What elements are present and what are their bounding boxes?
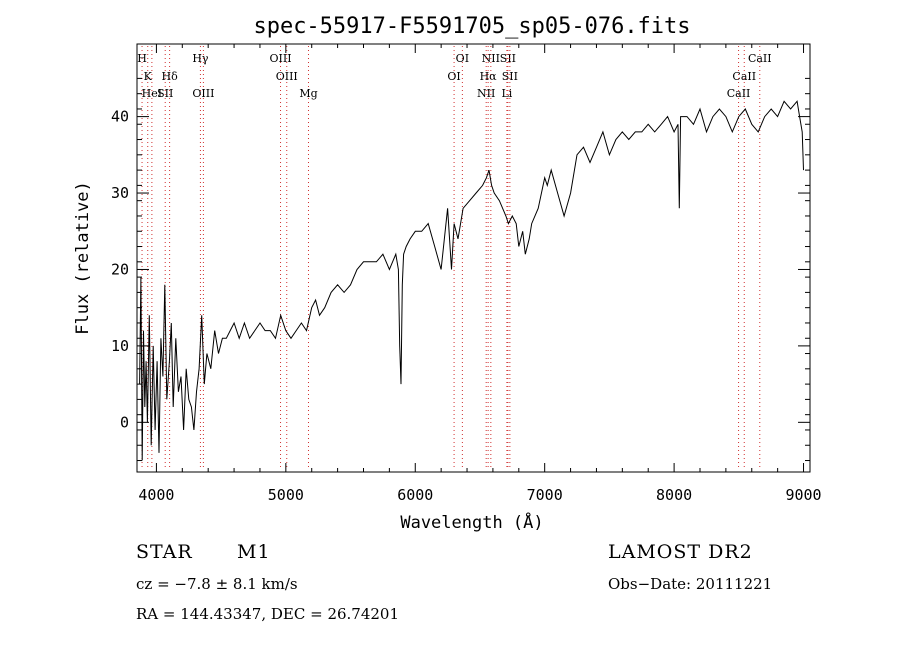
y-tick-label-40: 40 — [111, 108, 129, 126]
x-axis-label: Wavelength (Å) — [400, 511, 543, 533]
y-tick-label-20: 20 — [111, 260, 129, 278]
survey-name: LAMOST DR2 — [608, 541, 753, 563]
line-marker-label-6: OIII — [192, 87, 214, 100]
object-class: STAR — [136, 541, 193, 563]
x-tick-label-7000: 7000 — [527, 486, 563, 504]
line-marker-label-5: Hγ — [192, 52, 209, 65]
line-marker-label-0: H — [137, 52, 147, 65]
x-tick-label-6000: 6000 — [397, 486, 433, 504]
x-tick-label-5000: 5000 — [268, 486, 304, 504]
plot-frame — [136, 43, 811, 473]
line-marker-label-4: SII — [157, 87, 173, 100]
y-tick-label-0: 0 — [120, 413, 129, 431]
line-marker-label-16: NII — [477, 87, 495, 100]
y-axis-label: Flux (relative) — [73, 181, 93, 335]
chart-title: spec-55917-F5591705_sp05-076.fits — [253, 14, 690, 39]
observation-date: Obs−Date: 20111221 — [608, 575, 773, 593]
y-tick-label-30: 30 — [111, 184, 129, 202]
spectrum-series-line — [139, 100, 804, 461]
line-marker-label-18: CaII — [748, 52, 772, 65]
line-marker-label-13: SII — [500, 52, 516, 65]
line-marker-label-1: K — [144, 70, 153, 83]
line-marker-label-19: CaII — [732, 70, 756, 83]
x-tick-label-4000: 4000 — [138, 486, 174, 504]
line-marker-label-17: Li — [501, 87, 512, 100]
line-marker-label-15: SII — [502, 70, 518, 83]
redshift-velocity: cz = −7.8 ± 8.1 km/s — [136, 575, 298, 593]
line-marker-label-20: CaII — [727, 87, 751, 100]
object-subclass: M1 — [237, 541, 271, 563]
line-marker-label-7: OIII — [269, 52, 291, 65]
line-marker-label-10: OI — [456, 52, 469, 65]
line-marker-label-9: Mg — [299, 87, 317, 100]
line-marker-label-8: OIII — [276, 70, 298, 83]
coordinates: RA = 144.43347, DEC = 26.74201 — [136, 605, 400, 623]
line-marker-label-12: NII — [482, 52, 500, 65]
line-marker-label-2: HeI — [142, 87, 162, 100]
y-tick-label-10: 10 — [111, 337, 129, 355]
x-tick-label-8000: 8000 — [656, 486, 692, 504]
line-marker-label-14: Hα — [480, 70, 498, 83]
line-marker-label-3: Hδ — [162, 70, 179, 83]
x-tick-label-9000: 9000 — [785, 486, 821, 504]
x-axis: 4000 5000 6000 7000 8000 9000 — [138, 44, 822, 504]
line-marker-label-11: OI — [447, 70, 460, 83]
y-axis: 0 10 20 30 40 — [111, 77, 810, 462]
